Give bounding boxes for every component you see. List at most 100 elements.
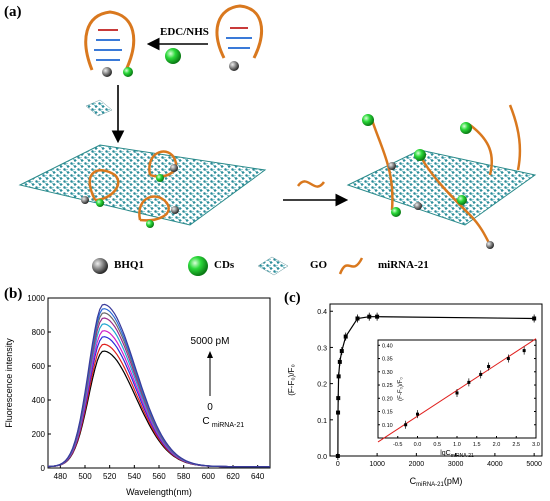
annotation-top: 5000 pM <box>191 336 230 347</box>
probe-unlabeled-hairpin <box>215 4 263 71</box>
spectrum-line <box>47 308 270 468</box>
x-axis-label-unit: (pM) <box>444 476 463 486</box>
y-tick-label: 0.4 <box>317 309 327 316</box>
mirna-strand-icon <box>338 257 364 275</box>
spectrum-line <box>47 303 270 468</box>
x-axis-label-sub: miRNA-21 <box>416 482 444 488</box>
y-tick-label: 0.0 <box>317 454 327 461</box>
data-point <box>336 374 341 379</box>
legend-label-bhq1: BHQ1 <box>114 259 144 271</box>
x-axis-label: Wavelength(nm) <box>126 487 192 497</box>
inset-data-point <box>522 349 526 353</box>
free-cd-sphere-icon <box>165 48 181 64</box>
spectrum-line <box>47 312 270 468</box>
data-point <box>375 314 380 319</box>
inset-y-tick-label: 0.20 <box>382 396 393 402</box>
plot-frame <box>47 297 271 469</box>
inset-y-tick-label: 0.25 <box>382 383 393 389</box>
y-tick-label: 0.1 <box>317 418 327 425</box>
x-tick-label: 600 <box>202 472 216 481</box>
x-tick-label: 560 <box>152 472 166 481</box>
inset-x-tick-label: 2.0 <box>493 442 501 448</box>
annotation-variable: C <box>202 416 209 427</box>
plot-frame <box>329 303 543 457</box>
x-tick-label: 4000 <box>487 461 503 468</box>
x-axis-label: CmiRNA-21(pM) <box>410 476 463 488</box>
inset-x-tick-label: 2.5 <box>512 442 520 448</box>
go-sheet-icon <box>257 256 289 276</box>
x-axis-label-var: C <box>410 476 417 486</box>
y-tick-label: 600 <box>32 362 46 371</box>
spectrum-line <box>47 336 270 468</box>
legend-label-mirna: miRNA-21 <box>378 259 429 271</box>
bhq1-sphere-icon <box>92 258 108 274</box>
x-tick-label: 2000 <box>409 461 425 468</box>
inset-data-point <box>479 372 483 376</box>
data-point <box>336 410 341 415</box>
x-tick-label: 500 <box>78 472 92 481</box>
y-tick-label: 800 <box>32 328 46 337</box>
inset-x-axis-label: lgCmiRNA-21 <box>440 450 474 459</box>
inset-data-point <box>416 412 419 416</box>
y-tick-label: 0.2 <box>317 382 327 389</box>
legend-label-cds: CDs <box>214 259 235 271</box>
inset-y-tick-label: 0.40 <box>382 343 393 349</box>
spectrum-line <box>47 323 270 468</box>
probe-labeled-hairpin <box>84 10 136 77</box>
annotation-arrow-head <box>207 351 213 358</box>
y-tick-label: 200 <box>32 430 46 439</box>
data-point <box>367 314 372 319</box>
data-point <box>355 316 360 321</box>
x-tick-label: 620 <box>226 472 240 481</box>
x-tick-label: 0 <box>336 461 340 468</box>
go-sheet-right <box>346 104 537 249</box>
x-tick-label: 640 <box>251 472 265 481</box>
inset-x-tick-label: 0.0 <box>414 442 422 448</box>
y-tick-label: 1000 <box>27 294 45 303</box>
data-point <box>339 349 344 354</box>
inset-y-axis-label: (F-F₀)/F₀ <box>398 377 404 401</box>
panel-a-label: (a) <box>4 4 22 20</box>
schematic-diagram <box>18 4 537 276</box>
inset-x-axis-label-sub: miRNA-21 <box>451 453 474 459</box>
inset-data-point <box>455 391 459 395</box>
inset-y-tick-label: 0.10 <box>382 423 393 429</box>
spectrum-line <box>47 317 270 468</box>
go-sheet-left <box>18 144 267 228</box>
inset-data-point <box>487 364 491 368</box>
y-tick-label: 400 <box>32 396 46 405</box>
inset-x-tick-label: 1.0 <box>453 442 461 448</box>
fluorescence-spectra-chart: 480 500 520 540 560 580 600 620 640 0 200 400 600 800… <box>4 294 271 497</box>
y-axis-label: (F-F₀)/F₀ <box>287 364 296 396</box>
y-tick-label: 0.3 <box>317 345 327 352</box>
cd-sphere-icon <box>188 256 208 276</box>
annotation-bottom: 0 <box>207 402 213 413</box>
data-point <box>335 454 340 458</box>
data-point <box>337 359 342 364</box>
x-tick-label: 520 <box>103 472 117 481</box>
reagent-label: EDC/NHS <box>160 26 209 38</box>
data-point <box>343 334 348 339</box>
x-tick-label: 580 <box>177 472 191 481</box>
inset-x-tick-label: 3.0 <box>532 442 540 448</box>
y-tick-label: 0 <box>41 464 46 473</box>
inset-data-point <box>467 380 471 384</box>
x-tick-label: 5000 <box>526 461 542 468</box>
data-point <box>532 316 537 321</box>
panel-b-label: (b) <box>4 286 23 302</box>
y-axis-label: Fluorescence intensity <box>4 338 14 428</box>
spectrum-line <box>48 350 270 468</box>
inset-y-tick-label: 0.15 <box>382 410 393 416</box>
inset-data-point <box>506 357 510 361</box>
annotation-subscript: miRNA-21 <box>212 422 244 429</box>
legend-label-go: GO <box>310 259 328 271</box>
inset-y-tick-label: 0.35 <box>382 357 393 363</box>
x-tick-label: 540 <box>128 472 142 481</box>
inset-x-tick-label: 1.5 <box>473 442 481 448</box>
small-go-sheet-icon <box>85 99 113 117</box>
mirna-input-strand <box>296 180 326 188</box>
panel-c-label: (c) <box>284 290 301 306</box>
x-tick-label: 3000 <box>448 461 464 468</box>
calibration-chart: 0 1000 2000 3000 4000 5000 0.0 0.1 0.2 0.3 0.4 CmiR… <box>287 303 543 488</box>
inset-x-tick-label: -0.5 <box>393 442 402 448</box>
